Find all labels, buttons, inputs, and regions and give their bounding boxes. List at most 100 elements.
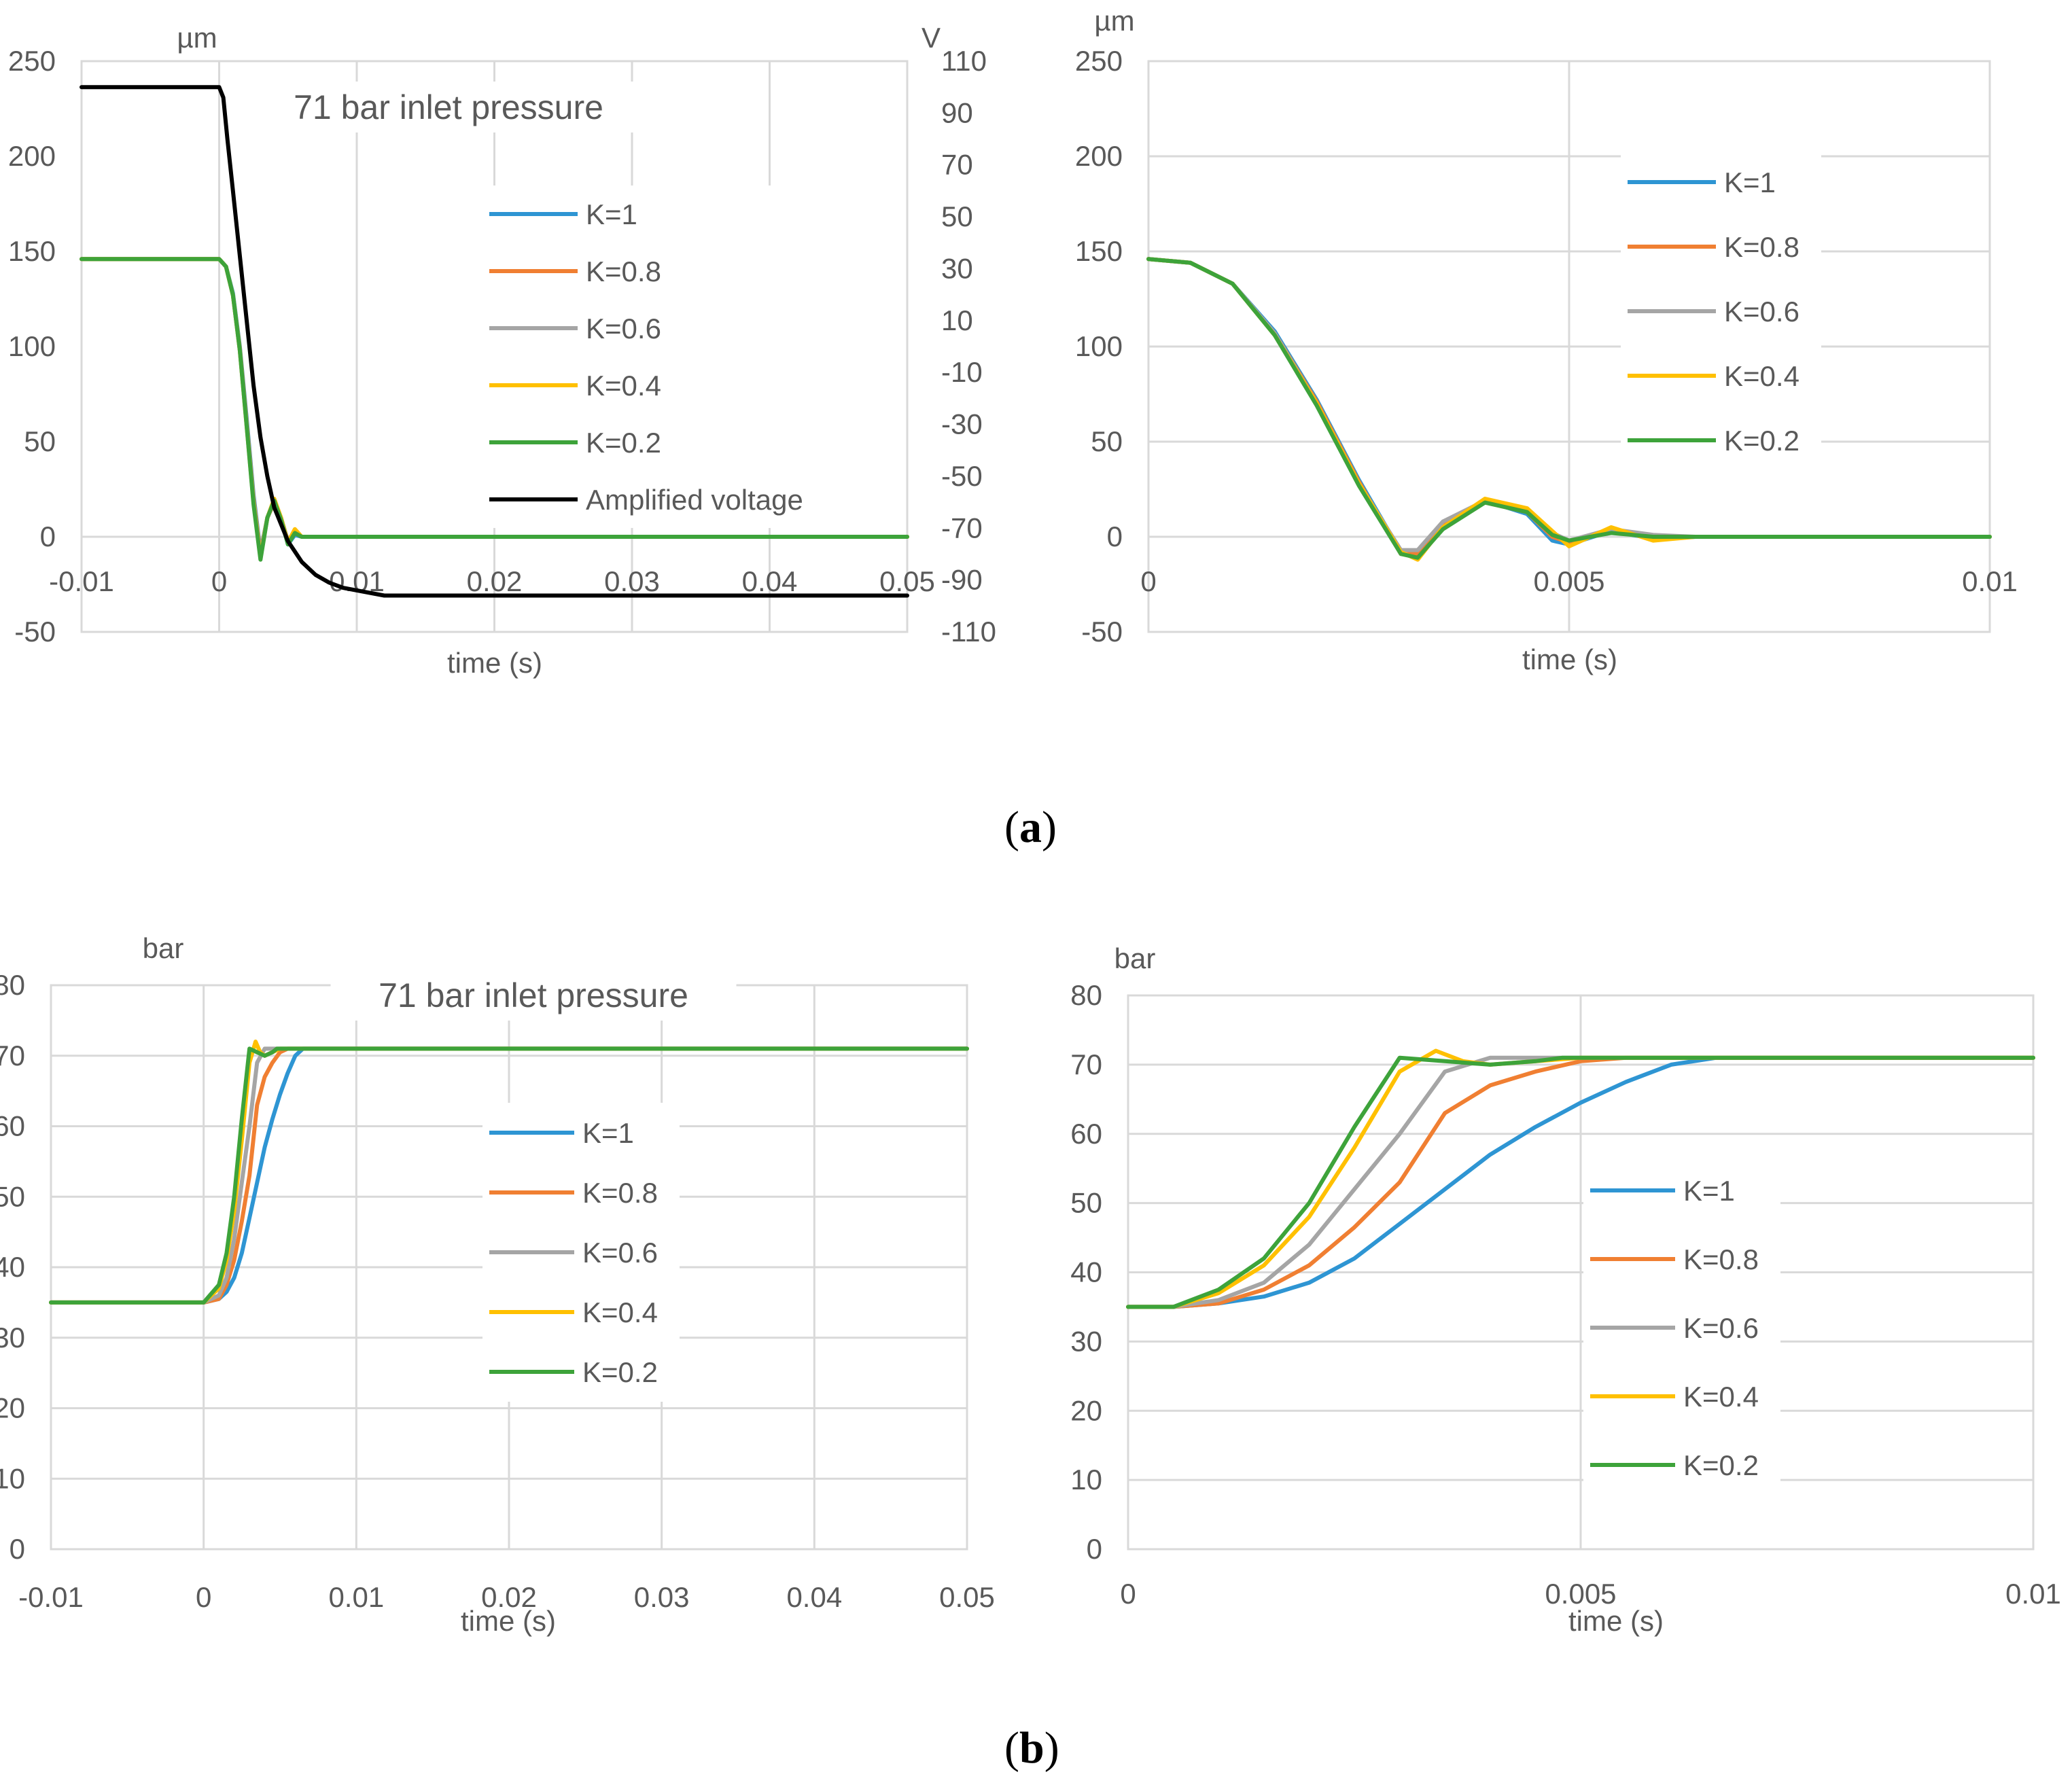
x-tick-label: 0	[211, 565, 227, 597]
x-tick-label: 0.05	[879, 565, 935, 597]
y2-tick-label: 10	[941, 304, 973, 336]
legend-label: K=0.2	[1724, 425, 1799, 457]
panel-label-a-letter: a	[1019, 802, 1042, 852]
legend-label: K=0.6	[586, 313, 661, 344]
y-tick-label: 60	[0, 1110, 25, 1142]
x-tick-label: 0.03	[604, 565, 660, 597]
x-tick-label: 0	[1120, 1578, 1136, 1610]
chart-b-right: 0 0.005 0.01 0 10 20 30 40 50 60 70 80 bar time (s) K=…	[1070, 942, 2061, 1637]
chart-title: 71 bar inlet pressure	[294, 88, 603, 126]
x-axis-label: time (s)	[461, 1605, 556, 1637]
y-tick-label: 50	[24, 425, 56, 457]
legend-label: K=0.4	[1683, 1381, 1759, 1413]
x-tick-label: 0.005	[1545, 1578, 1616, 1610]
legend-label: K=0.4	[582, 1296, 658, 1328]
y-tick-label: 80	[0, 969, 25, 1001]
x-tick-label: 0.05	[939, 1581, 995, 1613]
y-tick-label: -50	[1081, 616, 1123, 648]
panel-label-b: (b)	[1004, 1723, 1059, 1773]
x-tick-label: 0.01	[1962, 565, 2018, 597]
panel-label-a: (a)	[1004, 802, 1057, 852]
x-axis-label: time (s)	[1522, 643, 1617, 675]
series-line-0	[1126, 1055, 2035, 1309]
y-tick-label: 0	[1107, 520, 1123, 552]
chart-a-right: 0 0.005 0.01 -50 0 50 100 150 200 250 µm time (s) K=…	[1075, 5, 2018, 675]
y-tick-label: 70	[1070, 1048, 1102, 1080]
y2-tick-label: -30	[941, 408, 983, 440]
y-axis-unit: bar	[1114, 942, 1156, 974]
chart-title-bg	[330, 970, 737, 1021]
legend-label: K=1	[1683, 1175, 1735, 1207]
y2-tick-label: -50	[941, 460, 983, 492]
y-tick-label: 50	[1070, 1187, 1102, 1219]
y-tick-label: 100	[8, 330, 56, 362]
y-axis-unit: bar	[143, 932, 184, 964]
legend-label: K=0.6	[1683, 1312, 1759, 1344]
y-tick-label: 200	[1075, 140, 1123, 172]
series-line-1	[49, 1046, 969, 1305]
chart-a-left: -0.01 0 0.01 0.02 0.03 0.04 0.05-5005010015020…	[8, 22, 996, 679]
legend-label: K=0.8	[1683, 1243, 1759, 1275]
series-line-4	[80, 257, 909, 562]
y2-tick-label: -10	[941, 356, 983, 388]
x-tick-label: 0.005	[1533, 565, 1604, 597]
chart-title: 71 bar inlet pressure	[379, 976, 688, 1014]
legend-label: K=1	[586, 198, 637, 230]
y2-tick-label: 90	[941, 96, 973, 128]
x-tick-label: 0.02	[481, 1581, 537, 1613]
chart-title-bg	[245, 82, 652, 132]
y-tick-label: 0	[1087, 1533, 1102, 1565]
x-tick-label: 0.02	[467, 565, 523, 597]
chart-b-left: -0.01 0 0.01 0.02 0.03 0.04 0.05 0 10 20 30 40 50 60 7…	[0, 932, 995, 1637]
y-axis-unit: µm	[1094, 5, 1134, 37]
x-tick-label: 0	[1140, 565, 1156, 597]
y2-tick-label: -90	[941, 564, 983, 596]
y2-axis-unit: V	[921, 22, 941, 54]
y-tick-label: 150	[8, 235, 56, 267]
x-tick-label: -0.01	[18, 1581, 84, 1613]
series-line-4	[1146, 257, 1992, 560]
y2-tick-label: 30	[941, 252, 973, 284]
x-tick-label: 0.04	[786, 1581, 842, 1613]
legend-label: K=0.8	[582, 1177, 658, 1209]
x-tick-label: 0.01	[328, 1581, 384, 1613]
legend-label: K=0.4	[586, 370, 661, 402]
series-line-4	[49, 1046, 969, 1305]
y-tick-label: 50	[0, 1180, 25, 1212]
x-tick-label: -0.01	[49, 565, 114, 597]
x-tick-label: 0.03	[634, 1581, 690, 1613]
y-tick-label: 30	[0, 1322, 25, 1353]
series-line-1	[1126, 1055, 2035, 1309]
y-tick-label: 20	[1070, 1394, 1102, 1426]
legend-bg	[482, 185, 887, 528]
x-axis-label: time (s)	[1568, 1605, 1664, 1637]
y2-tick-label: 50	[941, 200, 973, 232]
y-tick-label: 10	[1070, 1464, 1102, 1496]
y-tick-label: 50	[1091, 425, 1123, 457]
y-tick-label: 30	[1070, 1325, 1102, 1357]
legend-label: K=1	[582, 1117, 634, 1149]
y-tick-label: 20	[0, 1392, 25, 1424]
legend-label: K=1	[1724, 166, 1776, 198]
y-tick-label: 0	[10, 1533, 25, 1565]
legend-label: Amplified voltage	[586, 484, 803, 516]
y-axis-unit: µm	[177, 22, 217, 54]
y-tick-label: 250	[8, 45, 56, 77]
series-line-4	[1126, 1055, 2035, 1309]
y2-tick-label: 70	[941, 149, 973, 181]
legend-label: K=0.6	[582, 1237, 658, 1269]
legend-label: K=0.8	[586, 255, 661, 287]
y-tick-label: 40	[1070, 1256, 1102, 1288]
legend-label: K=0.2	[582, 1356, 658, 1388]
x-tick-label: 0.04	[742, 565, 798, 597]
legend-label: K=0.2	[1683, 1449, 1759, 1481]
y-tick-label: 40	[0, 1251, 25, 1283]
y2-tick-label: -110	[941, 616, 996, 648]
y-tick-label: -50	[14, 616, 56, 648]
y-tick-label: 0	[40, 520, 56, 552]
series-line-5	[80, 85, 909, 598]
y2-tick-label: -70	[941, 512, 983, 544]
y-tick-label: 70	[0, 1040, 25, 1072]
legend-label: K=0.2	[586, 427, 661, 459]
